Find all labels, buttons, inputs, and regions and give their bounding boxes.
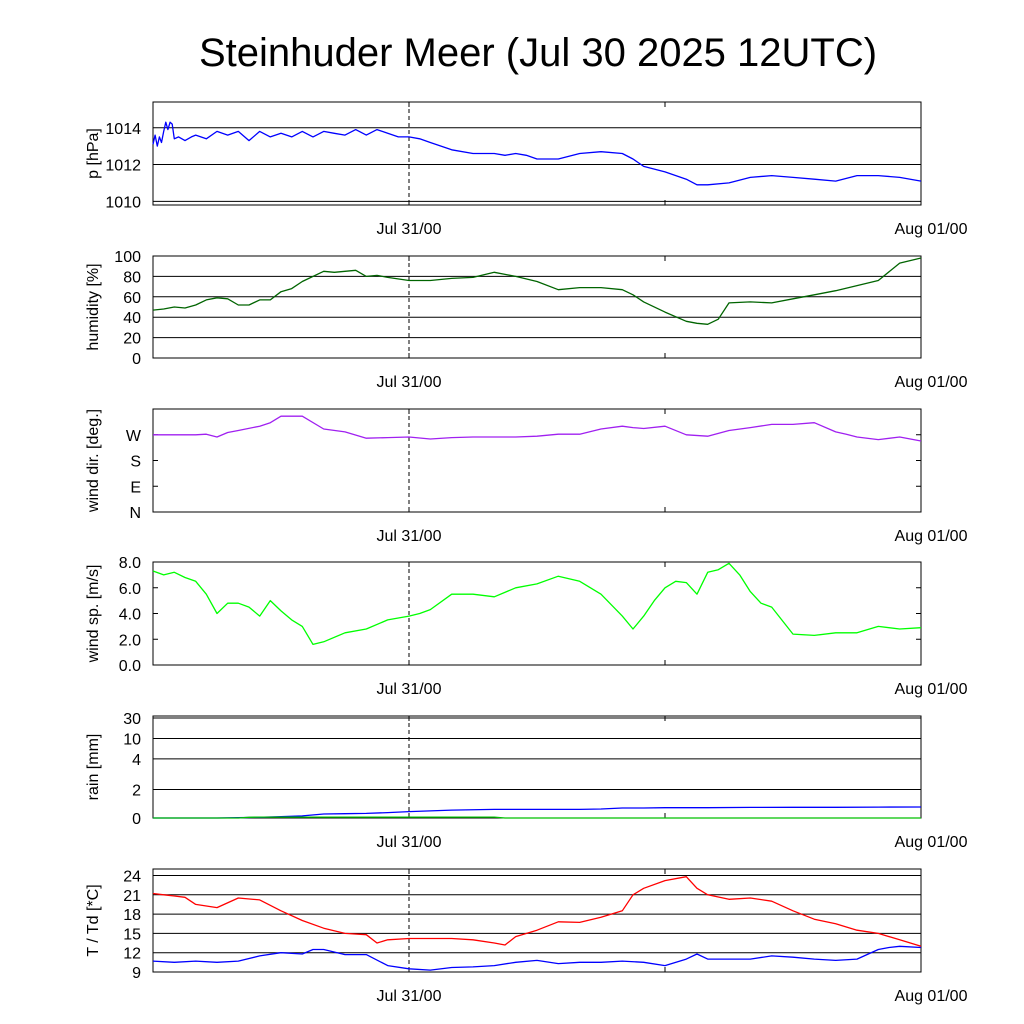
wind-speed-series-1-line [152, 562, 922, 646]
wind-direction-ytick-label: W [126, 428, 142, 445]
wind-speed-ytick-label: 8.0 [119, 555, 141, 572]
rain-ytick-label: 2 [132, 782, 141, 799]
humidity-ytick-label: 20 [123, 331, 141, 348]
temperature-panel: 9 12 15 18 21 24 Jul 31/00 Aug 01/00 T / Td [*C] [85, 868, 968, 1005]
temperature-series-td-line [152, 945, 922, 971]
humidity-series-1-line [152, 257, 922, 325]
pressure-xtick-label: Aug 01/00 [895, 221, 968, 238]
wind-speed-plot-frame [152, 561, 922, 666]
humidity-ytick-label: 0 [132, 351, 141, 368]
wind-direction-ytick-label: S [130, 454, 141, 471]
pressure-panel: 1010 1012 1014 Jul 31/00 Aug 01/00 p [hPa] [85, 101, 968, 238]
wind-direction-series-1-line [153, 415, 922, 442]
pressure-series-1-line [152, 121, 922, 186]
temperature-series-t-line [152, 876, 922, 947]
temperature-ytick-label: 9 [132, 965, 141, 982]
rain-ytick-label: 0 [132, 811, 141, 828]
humidity-ytick-label: 60 [123, 290, 141, 307]
wind-speed-ytick-label: 6.0 [119, 581, 141, 598]
wind-speed-panel: 0.0 2.0 4.0 6.0 8.0 Jul 31/00 Aug 01/00 wind sp… [85, 555, 968, 698]
temperature-y-axis-label: T / Td [*C] [85, 884, 102, 956]
wind-speed-ytick-label: 4.0 [119, 607, 141, 624]
wind-direction-xtick-label: Aug 01/00 [895, 528, 968, 545]
temperature-ytick-label: 18 [123, 907, 141, 924]
rain-series-2-line [153, 816, 921, 819]
wind-speed-ytick-label: 2.0 [119, 632, 141, 649]
humidity-xtick-label: Aug 01/00 [895, 374, 968, 391]
pressure-ytick-label: 1014 [105, 121, 141, 138]
pressure-y-axis-label: p [hPa] [85, 128, 102, 179]
pressure-ytick-label: 1010 [105, 194, 141, 211]
temperature-plot-frame [152, 868, 922, 973]
rain-xtick-label: Jul 31/00 [377, 834, 442, 851]
wind-direction-ytick-label: E [130, 479, 141, 496]
rain-plot-frame [152, 715, 922, 819]
humidity-xtick-label: Jul 31/00 [377, 374, 442, 391]
temperature-ytick-label: 15 [123, 926, 141, 943]
humidity-ytick-label: 40 [123, 310, 141, 327]
humidity-ytick-label: 80 [123, 269, 141, 286]
rain-ytick-label: 4 [132, 752, 141, 769]
wind-speed-ytick-label: 0.0 [119, 658, 141, 675]
pressure-plot-frame [152, 101, 922, 206]
humidity-plot-frame [152, 255, 922, 359]
humidity-y-axis-label: humidity [%] [85, 263, 102, 350]
wind-direction-plot-frame [152, 408, 922, 513]
wind-direction-y-axis-label: wind dir. [deg.] [85, 409, 102, 513]
temperature-ytick-label: 12 [123, 946, 141, 963]
wind-speed-y-axis-label: wind sp. [m/s] [85, 565, 102, 664]
humidity-panel: 0 20 40 60 80 100 Jul 31/00 Aug 01/00 humidity [… [85, 249, 968, 391]
pressure-ytick-label: 1012 [105, 158, 141, 175]
rain-ytick-label: 10 [123, 731, 141, 748]
temperature-xtick-label: Aug 01/00 [895, 988, 968, 1005]
rain-series-1-line [153, 806, 922, 819]
wind-direction-ytick-label: N [129, 505, 141, 522]
wind-speed-xtick-label: Jul 31/00 [377, 681, 442, 698]
rain-panel: 0 2 4 10 30 Jul 31/00 Aug 01/00 rain [mm] [85, 711, 968, 851]
temperature-ytick-label: 24 [123, 868, 141, 885]
pressure-xtick-label: Jul 31/00 [377, 221, 442, 238]
rain-y-axis-label: rain [mm] [85, 734, 102, 801]
humidity-ytick-label: 100 [114, 249, 141, 266]
rain-xtick-label: Aug 01/00 [895, 834, 968, 851]
chart-title: Steinhuder Meer (Jul 30 2025 12UTC) [199, 31, 877, 75]
temperature-xtick-label: Jul 31/00 [377, 988, 442, 1005]
rain-ytick-label: 30 [123, 711, 141, 728]
temperature-ytick-label: 21 [123, 888, 141, 905]
wind-direction-xtick-label: Jul 31/00 [377, 528, 442, 545]
wind-speed-xtick-label: Aug 01/00 [895, 681, 968, 698]
